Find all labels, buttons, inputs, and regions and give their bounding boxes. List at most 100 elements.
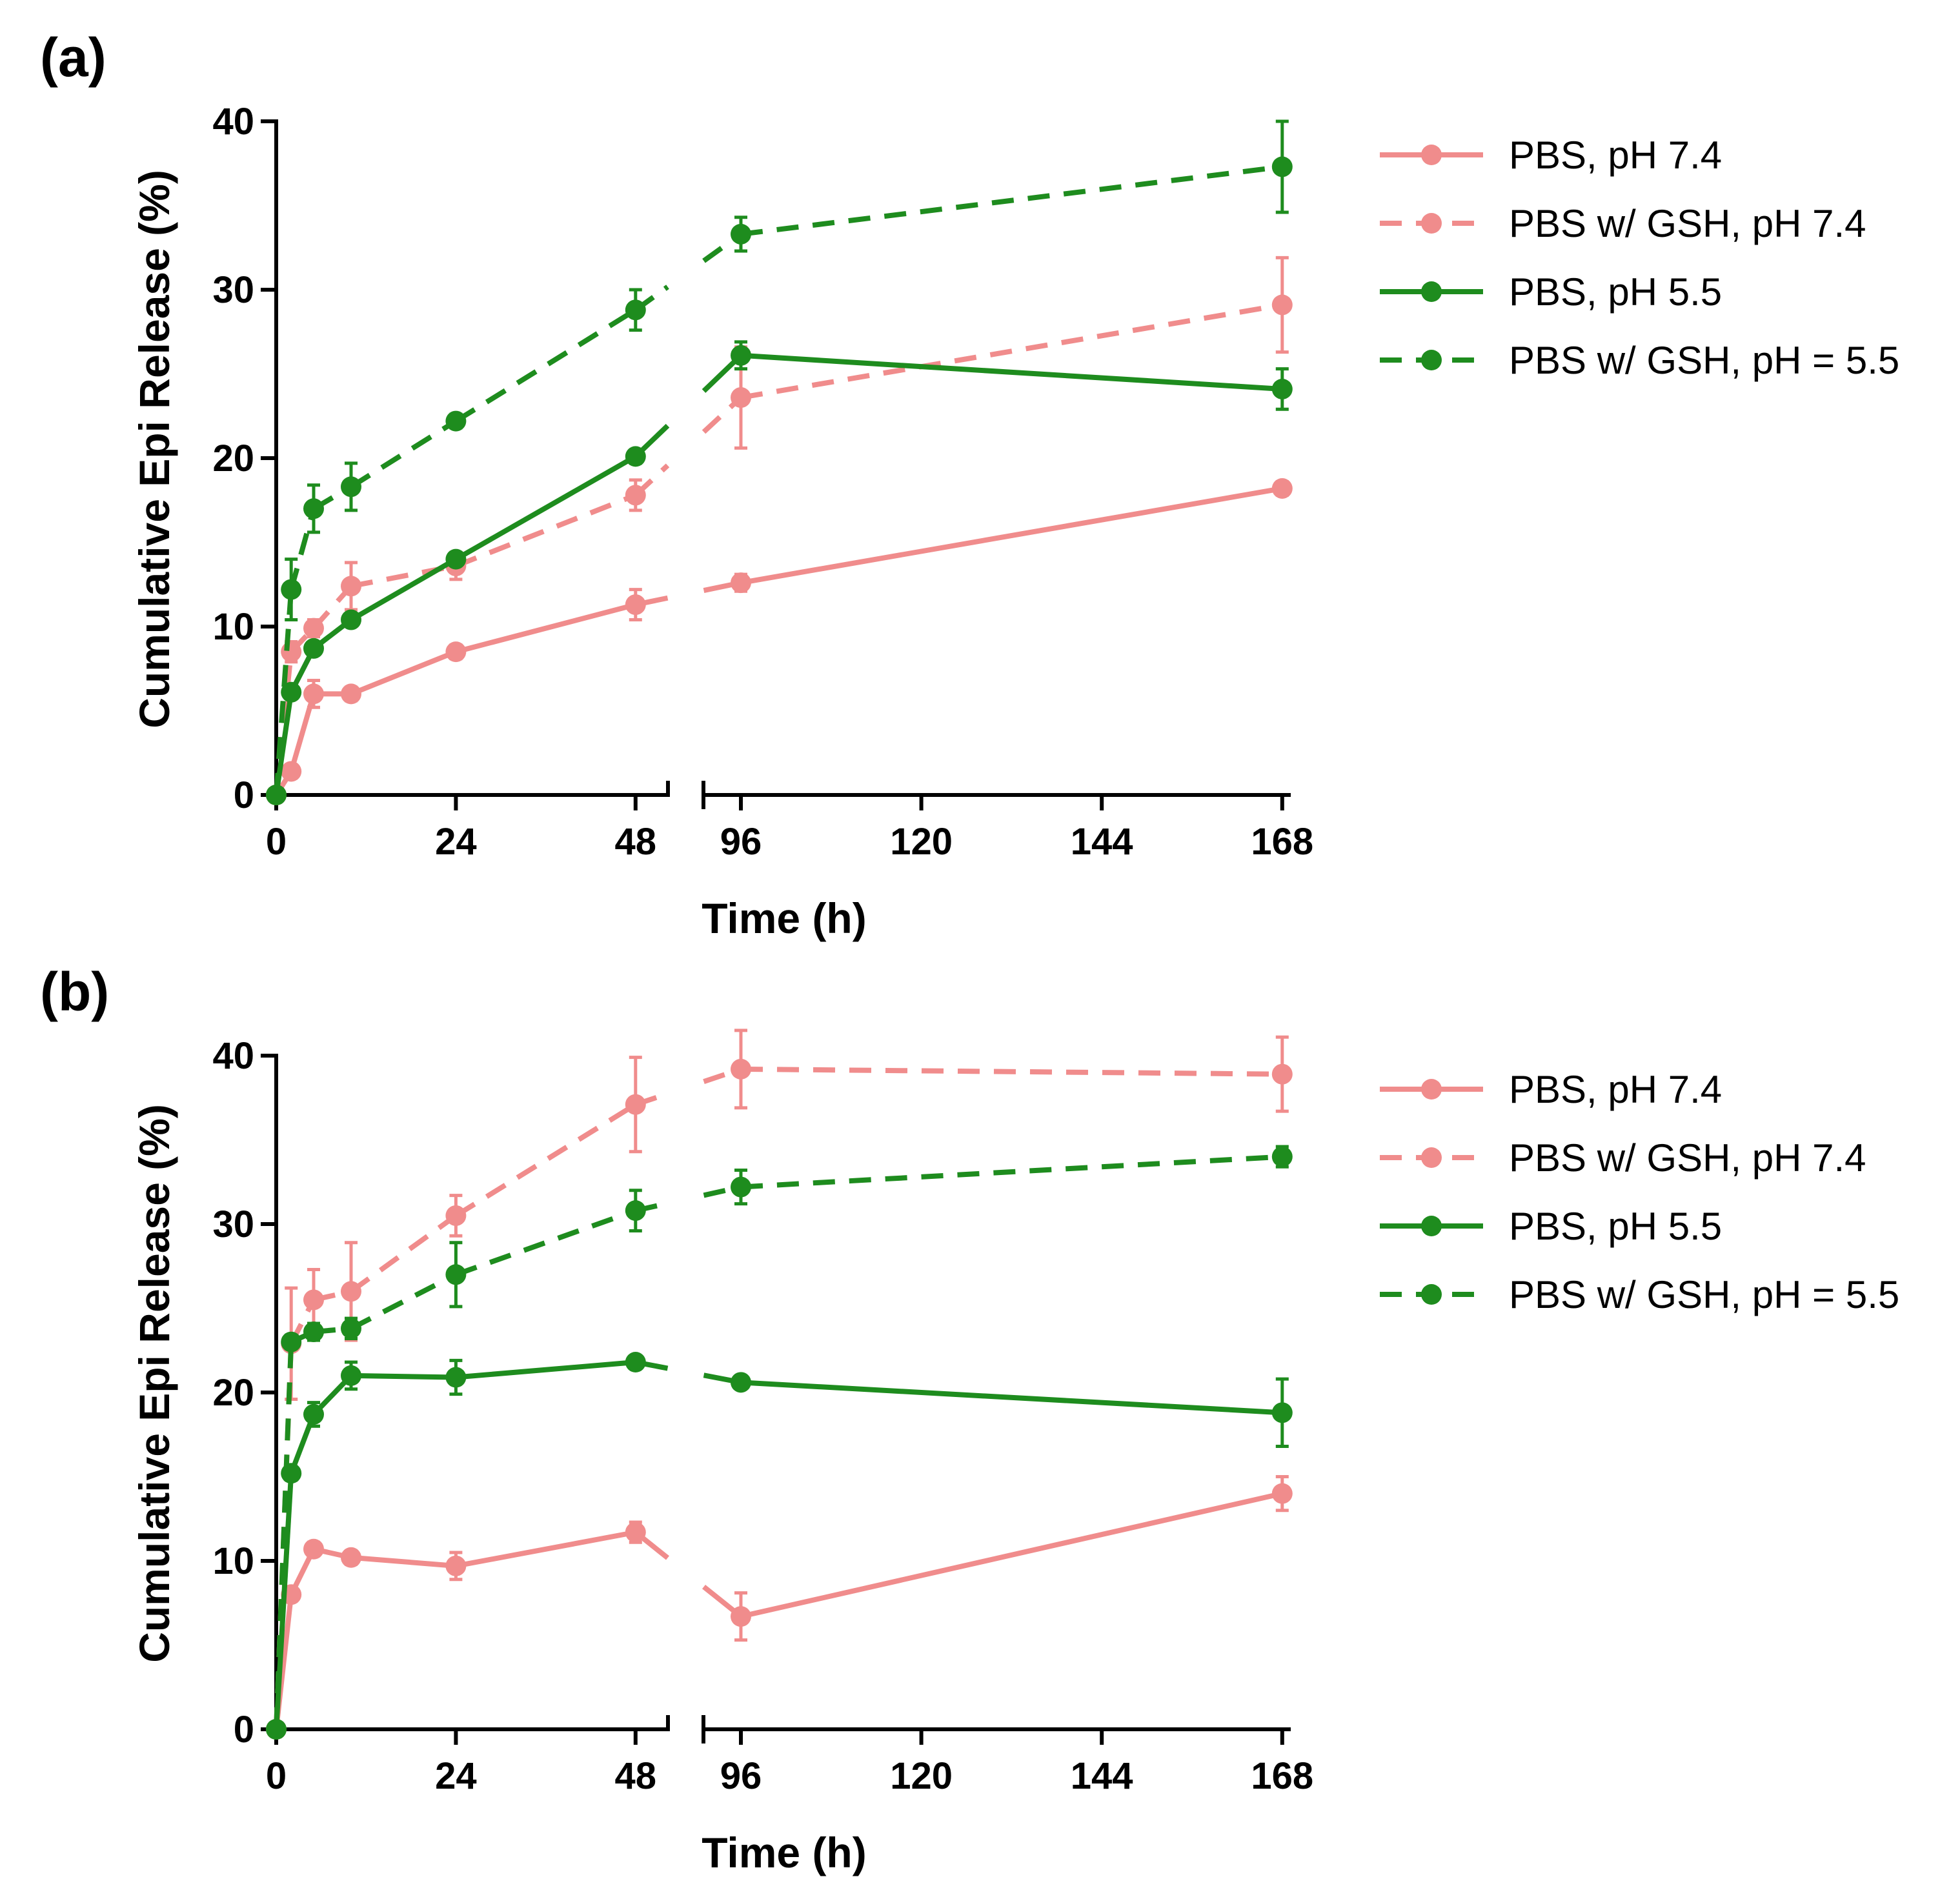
data-point: [625, 1094, 646, 1115]
panel-a: (a) 0 10 20 30 40 0 24 48 96 120 144 168 Time (h) Cumu…: [40, 27, 1899, 942]
legend-label: PBS w/ GSH, pH = 5.5: [1509, 339, 1899, 382]
series-2: [266, 1352, 1293, 1740]
series-line-segment: [454, 454, 637, 562]
data-point: [281, 641, 302, 663]
data-point: [303, 638, 324, 659]
data-point: [1271, 378, 1293, 399]
legend-marker: [1421, 1216, 1442, 1236]
y-tick-label: 0: [234, 774, 254, 816]
y-tick-label: 40: [212, 101, 254, 143]
series-line-segment: [455, 602, 636, 655]
legend-marker: [1421, 1079, 1442, 1100]
data-point: [1271, 1146, 1293, 1167]
data-point: [266, 785, 287, 805]
data-point: [1271, 156, 1293, 177]
x-tick-label: 96: [720, 821, 762, 863]
data-point: [1271, 294, 1293, 316]
data-point: [731, 1058, 751, 1080]
legend-label: PBS w/ GSH, pH 7.4: [1509, 202, 1866, 245]
x-axis-title: Time (h): [702, 894, 866, 942]
data-point: [625, 1522, 646, 1543]
legend-marker: [1421, 281, 1442, 302]
legend-label: PBS w/ GSH, pH 7.4: [1509, 1136, 1866, 1180]
y-tick-label: 30: [212, 1203, 254, 1245]
data-point: [303, 498, 324, 519]
series-line-segment: [454, 492, 637, 568]
series-line-segment: [350, 1372, 456, 1380]
panel-label: (b): [40, 961, 109, 1022]
x-tick-label: 48: [615, 1755, 657, 1797]
series-line-segment: [274, 651, 294, 796]
legend-marker: [1421, 1284, 1442, 1305]
data-point: [445, 548, 467, 570]
series-line-segment: [454, 1102, 637, 1218]
data-point: [341, 576, 361, 597]
series-line-segment: [350, 649, 457, 697]
legend-marker: [1421, 350, 1442, 370]
series-line-segment: [740, 1066, 1282, 1077]
data-point: [731, 345, 751, 366]
x-tick-label: 96: [720, 1755, 762, 1797]
panel-label: (a): [40, 27, 106, 88]
legend-label: PBS, pH 5.5: [1509, 1205, 1722, 1248]
data-point: [341, 683, 361, 705]
series-line-segment: [703, 1184, 742, 1198]
data-point: [1271, 477, 1293, 499]
legend-label: PBS, pH 7.4: [1509, 1068, 1722, 1111]
legend-label: PBS, pH 5.5: [1509, 270, 1722, 314]
panel-b: (b) 0 10 20 30 40 0 24 48 96 120 144 168 Time (h) Cumu…: [40, 961, 1899, 1876]
data-point: [303, 1538, 324, 1560]
data-point: [281, 579, 302, 600]
legend-entry: PBS w/ GSH, pH 7.4: [1380, 202, 1866, 245]
series-line-segment: [455, 1208, 637, 1278]
data-point: [445, 641, 467, 663]
data-point: [303, 1403, 324, 1425]
data-point: [266, 1719, 287, 1740]
legend-marker: [1421, 1147, 1442, 1168]
data-point: [625, 594, 646, 616]
y-tick-label: 0: [234, 1709, 254, 1751]
x-tick-label: 144: [1071, 821, 1133, 863]
series-line-segment: [288, 1413, 316, 1474]
series-line-segment: [349, 557, 458, 623]
data-point: [731, 223, 751, 245]
data-point: [625, 485, 646, 506]
data-point: [303, 1289, 324, 1311]
series-line-segment: [740, 302, 1283, 400]
series-line-segment: [350, 1554, 456, 1569]
legend-marker: [1421, 145, 1442, 165]
series-line-segment: [740, 1491, 1283, 1620]
data-point: [1271, 1063, 1293, 1085]
legend-label: PBS w/ GSH, pH = 5.5: [1509, 1273, 1899, 1316]
data-point: [303, 1321, 324, 1343]
series-line-segment: [740, 352, 1283, 392]
data-point: [731, 1606, 751, 1627]
legend-entry: PBS, pH 5.5: [1380, 270, 1722, 314]
x-tick-label: 0: [266, 1755, 287, 1797]
series-2: [266, 340, 1293, 805]
series-line-segment: [455, 1529, 636, 1569]
x-tick-label: 24: [435, 1755, 477, 1797]
data-point: [625, 1200, 646, 1221]
x-tick-label: 168: [1251, 1755, 1313, 1797]
y-tick-label: 20: [212, 437, 254, 479]
series-line-segment: [740, 164, 1283, 237]
y-tick-label: 40: [212, 1035, 254, 1077]
series-line-segment: [349, 419, 458, 489]
data-point: [281, 1331, 302, 1352]
legend-entry: PBS w/ GSH, pH = 5.5: [1380, 1273, 1899, 1316]
legend-entry: PBS w/ GSH, pH = 5.5: [1380, 339, 1899, 382]
data-point: [731, 1176, 751, 1198]
series-1: [266, 256, 1293, 805]
data-point: [303, 683, 324, 705]
legend-label: PBS, pH 7.4: [1509, 134, 1722, 177]
data-point: [1271, 1483, 1293, 1504]
x-tick-label: 24: [435, 821, 477, 863]
data-point: [731, 572, 751, 594]
legend-entry: PBS w/ GSH, pH 7.4: [1380, 1136, 1866, 1180]
series-line-segment: [740, 1380, 1283, 1416]
series-line-segment: [274, 1341, 294, 1730]
data-point: [281, 761, 302, 782]
legend-entry: PBS, pH 5.5: [1380, 1205, 1722, 1248]
x-tick-label: 48: [615, 821, 657, 863]
